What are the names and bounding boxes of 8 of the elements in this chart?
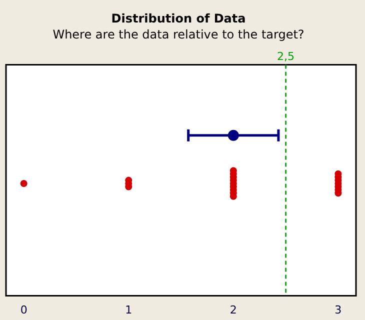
chart-subtitle: Where are the data relative to the target? — [52, 28, 304, 42]
point — [20, 180, 28, 188]
chart-title: Distribution of Data — [111, 11, 246, 26]
x-tick-label: 0 — [20, 303, 28, 316]
x-tick-label: 2 — [230, 303, 237, 316]
ref-line-label: 2,5 — [277, 50, 295, 64]
x-tick-label: 3 — [334, 303, 342, 316]
x-tick-label: 1 — [125, 303, 132, 316]
